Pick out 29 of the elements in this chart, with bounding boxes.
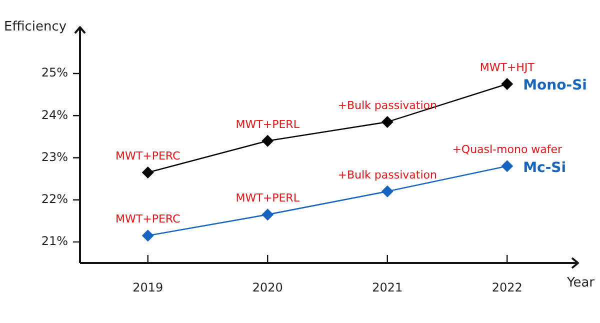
y-tick-label: 25% <box>41 66 68 80</box>
point <box>501 78 514 90</box>
point <box>381 116 394 128</box>
x-tick-label: 2019 <box>132 280 164 294</box>
y-tick-label: 24% <box>41 108 68 122</box>
point <box>142 230 154 242</box>
annotation: +Quasl-mono wafer <box>452 143 563 156</box>
y-axis-title: Efficiency <box>4 20 67 35</box>
y-tick-label: 22% <box>41 192 68 206</box>
x-axis-title: Year <box>566 275 596 290</box>
point <box>142 166 154 178</box>
point <box>501 160 514 172</box>
point <box>381 185 394 198</box>
annotation: MWT+PERL <box>236 118 300 131</box>
annotation: MWT+HJT <box>480 61 535 74</box>
point <box>262 208 274 221</box>
x-tick-label: 2020 <box>252 280 283 294</box>
series-label: Mc-Si <box>523 160 566 176</box>
y-tick-label: 21% <box>41 234 68 248</box>
annotation: MWT+PERC <box>116 212 181 226</box>
annotation: MWT+PERL <box>236 192 300 205</box>
annotation: +Bulk passivation <box>338 98 438 112</box>
annotation: MWT+PERC <box>116 149 181 162</box>
series-label: Mono-Si <box>523 78 587 94</box>
annotation: +Bulk passivation <box>338 168 438 182</box>
point <box>262 134 274 147</box>
x-tick-label: 2022 <box>492 280 522 294</box>
y-tick-label: 23% <box>41 150 68 164</box>
x-tick-label: 2021 <box>372 280 403 294</box>
